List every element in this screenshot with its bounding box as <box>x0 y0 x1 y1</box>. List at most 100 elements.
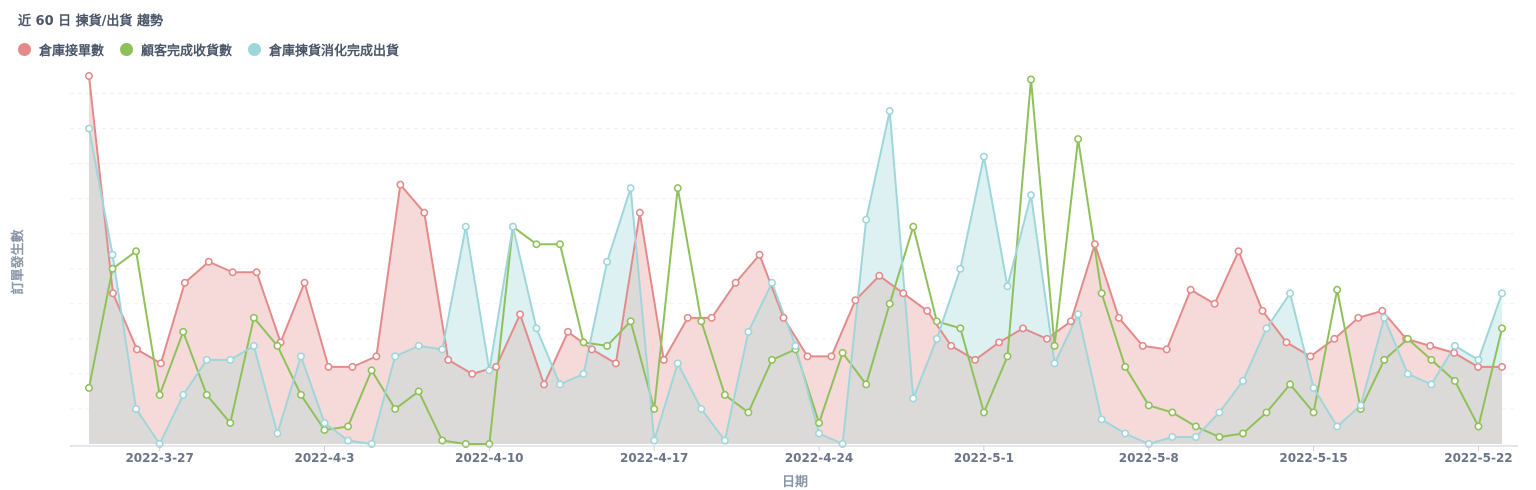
series-point-2[interactable] <box>815 429 824 438</box>
series-point-1[interactable] <box>1333 285 1342 294</box>
series-point-2[interactable] <box>532 324 541 333</box>
series-point-1[interactable] <box>862 380 871 389</box>
series-point-2[interactable] <box>791 341 800 350</box>
series-point-2[interactable] <box>508 222 517 231</box>
series-point-2[interactable] <box>673 359 682 368</box>
series-point-2[interactable] <box>461 222 470 231</box>
series-point-2[interactable] <box>697 404 706 413</box>
series-point-0[interactable] <box>1114 313 1123 322</box>
series-point-2[interactable] <box>1403 369 1412 378</box>
series-point-2[interactable] <box>1380 313 1389 322</box>
series-point-1[interactable] <box>344 422 353 431</box>
series-point-1[interactable] <box>909 222 918 231</box>
series-point-2[interactable] <box>108 250 117 259</box>
series-point-1[interactable] <box>1262 408 1271 417</box>
series-point-0[interactable] <box>348 362 357 371</box>
series-point-1[interactable] <box>414 387 423 396</box>
series-point-2[interactable] <box>1074 310 1083 319</box>
series-point-0[interactable] <box>540 380 549 389</box>
series-point-1[interactable] <box>885 299 894 308</box>
series-point-2[interactable] <box>1262 324 1271 333</box>
series-point-0[interactable] <box>659 355 668 364</box>
series-point-0[interactable] <box>611 359 620 368</box>
series-point-2[interactable] <box>179 390 188 399</box>
series-point-0[interactable] <box>899 289 908 298</box>
series-point-0[interactable] <box>803 352 812 361</box>
series-point-0[interactable] <box>971 355 980 364</box>
series-point-0[interactable] <box>108 289 117 298</box>
series-point-1[interactable] <box>956 324 965 333</box>
series-point-2[interactable] <box>1027 191 1036 200</box>
series-point-0[interactable] <box>1474 362 1483 371</box>
series-point-0[interactable] <box>324 362 333 371</box>
series-point-0[interactable] <box>1498 362 1507 371</box>
series-point-2[interactable] <box>1050 359 1059 368</box>
series-point-1[interactable] <box>367 366 376 375</box>
series-point-2[interactable] <box>650 436 659 445</box>
series-point-0[interactable] <box>707 313 716 322</box>
series-point-0[interactable] <box>468 369 477 378</box>
series-point-1[interactable] <box>673 184 682 193</box>
series-point-0[interactable] <box>827 352 836 361</box>
series-point-0[interactable] <box>1138 341 1147 350</box>
series-point-2[interactable] <box>344 436 353 445</box>
series-point-0[interactable] <box>923 306 932 315</box>
series-point-0[interactable] <box>1282 338 1291 347</box>
series-point-1[interactable] <box>1403 334 1412 343</box>
series-point-0[interactable] <box>947 341 956 350</box>
series-point-1[interactable] <box>532 240 541 249</box>
series-point-2[interactable] <box>1121 429 1130 438</box>
series-point-1[interactable] <box>1027 75 1036 84</box>
series-point-2[interactable] <box>744 327 753 336</box>
series-point-2[interactable] <box>909 394 918 403</box>
series-point-2[interactable] <box>1356 401 1365 410</box>
series-point-2[interactable] <box>1309 383 1318 392</box>
series-point-2[interactable] <box>85 124 94 133</box>
series-point-1[interactable] <box>202 390 211 399</box>
series-point-2[interactable] <box>1474 355 1483 364</box>
series-point-2[interactable] <box>202 355 211 364</box>
series-point-2[interactable] <box>1191 432 1200 441</box>
series-point-1[interactable] <box>296 390 305 399</box>
legend-item-shipped[interactable]: 倉庫揀貨消化完成出貨 <box>248 40 399 59</box>
series-point-1[interactable] <box>1050 341 1059 350</box>
series-point-2[interactable] <box>767 278 776 287</box>
series-point-0[interactable] <box>1426 341 1435 350</box>
series-point-0[interactable] <box>1090 240 1099 249</box>
series-point-2[interactable] <box>1333 422 1342 431</box>
series-point-2[interactable] <box>273 429 282 438</box>
series-point-2[interactable] <box>226 355 235 364</box>
series-point-1[interactable] <box>650 404 659 413</box>
series-point-0[interactable] <box>228 268 237 277</box>
series-point-2[interactable] <box>1003 282 1012 291</box>
series-point-2[interactable] <box>626 184 635 193</box>
series-point-1[interactable] <box>249 313 258 322</box>
series-point-2[interactable] <box>1450 341 1459 350</box>
series-point-1[interactable] <box>108 264 117 273</box>
series-point-2[interactable] <box>1168 432 1177 441</box>
series-point-2[interactable] <box>555 380 564 389</box>
series-point-0[interactable] <box>516 310 525 319</box>
series-point-2[interactable] <box>1427 380 1436 389</box>
series-point-0[interactable] <box>396 180 405 189</box>
series-point-1[interactable] <box>1238 429 1247 438</box>
series-point-2[interactable] <box>956 264 965 273</box>
series-point-2[interactable] <box>391 352 400 361</box>
series-point-1[interactable] <box>979 408 988 417</box>
series-point-0[interactable] <box>1186 285 1195 294</box>
series-point-0[interactable] <box>755 250 764 259</box>
series-point-0[interactable] <box>1330 334 1339 343</box>
series-point-2[interactable] <box>579 369 588 378</box>
series-point-0[interactable] <box>156 359 165 368</box>
series-point-2[interactable] <box>979 152 988 161</box>
series-point-0[interactable] <box>372 352 381 361</box>
series-point-0[interactable] <box>492 362 501 371</box>
series-point-1[interactable] <box>438 436 447 445</box>
series-point-2[interactable] <box>1215 408 1224 417</box>
series-point-2[interactable] <box>720 436 729 445</box>
series-point-0[interactable] <box>1066 317 1075 326</box>
series-point-1[interactable] <box>1074 135 1083 144</box>
series-point-1[interactable] <box>1144 401 1153 410</box>
series-point-1[interactable] <box>1309 408 1318 417</box>
series-point-1[interactable] <box>603 341 612 350</box>
